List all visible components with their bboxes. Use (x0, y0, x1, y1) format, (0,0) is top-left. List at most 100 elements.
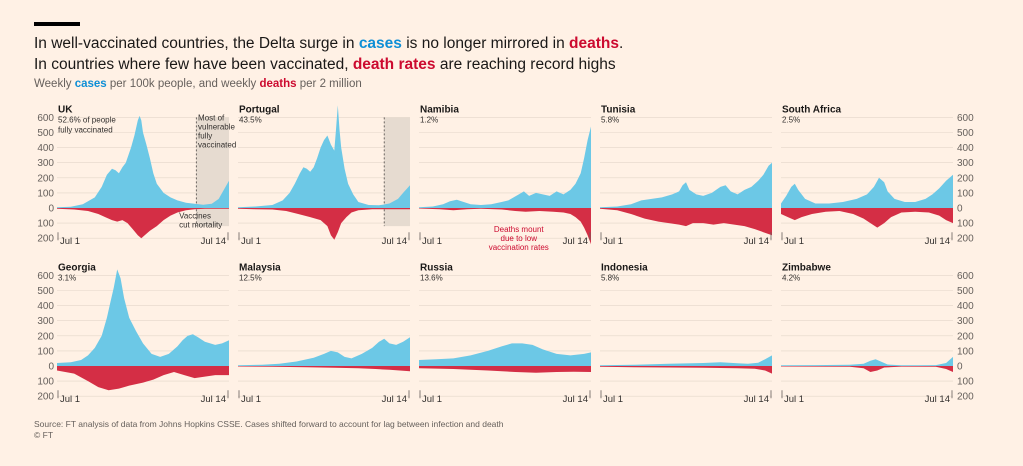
y-tick-label: 0 (48, 362, 54, 373)
y-tick-label: 400 (957, 143, 974, 154)
y-tick-label: 200 (37, 392, 54, 403)
y-tick-label: 600 (37, 113, 54, 124)
source-note: Source: FT analysis of data from Johns H… (34, 419, 504, 429)
vaccinated-shade (384, 117, 410, 227)
y-tick-label: 200 (957, 331, 974, 342)
chart-title: In well-vaccinated countries, the Delta … (34, 33, 623, 75)
cases-area (781, 174, 953, 208)
cases-area (238, 105, 410, 208)
deaths-area (238, 366, 410, 372)
y-tick-label: 200 (957, 173, 974, 184)
cases-area (419, 343, 591, 366)
deaths-area (57, 208, 229, 239)
y-tick-label: 200 (37, 234, 54, 245)
annotation-text: due to low (501, 234, 538, 243)
title-cases-word: cases (358, 35, 402, 52)
y-tick-label: 100 (957, 188, 974, 199)
cases-area (781, 356, 953, 366)
y-tick-label: 600 (957, 113, 974, 124)
y-tick-label: 0 (957, 362, 963, 373)
panel-country-label: Tunisia (601, 104, 636, 115)
y-tick-label: 500 (37, 286, 54, 297)
x-tick-label: Jul 14 (744, 394, 769, 405)
annotation-text: vaccination rates (489, 243, 549, 252)
y-tick-label: 500 (957, 286, 974, 297)
cases-area (238, 337, 410, 366)
x-tick-label: Jul 1 (60, 236, 80, 247)
y-tick-label: 100 (37, 377, 54, 388)
panel-vaccinated-label: 5.8% (601, 115, 619, 124)
panel-country-label: South Africa (782, 104, 842, 115)
deaths-area (781, 366, 953, 372)
panel-vaccinated-label: 43.5% (239, 115, 262, 124)
deaths-area (57, 366, 229, 391)
y-tick-label: 200 (37, 173, 54, 184)
cases-area (600, 355, 772, 366)
ft-credit: © FT (34, 430, 54, 440)
cases-area (57, 115, 229, 208)
x-tick-label: Jul 1 (422, 394, 442, 405)
x-tick-label: Jul 14 (563, 236, 588, 247)
deaths-area (419, 208, 591, 245)
panel-vaccinated-label: 2.5% (782, 115, 800, 124)
y-tick-label: 0 (957, 204, 963, 215)
annotation-text: Most of (198, 113, 225, 122)
annotation-text: vaccinated (198, 140, 236, 149)
y-tick-label: 0 (48, 204, 54, 215)
annotation-text: Vaccines (179, 212, 211, 221)
deaths-area (600, 208, 772, 236)
x-tick-label: Jul 14 (744, 236, 769, 247)
y-tick-label: 100 (37, 346, 54, 357)
y-tick-label: 300 (957, 158, 974, 169)
panel-country-label: Indonesia (601, 262, 648, 273)
panel-vaccinated-label: 13.6% (420, 273, 443, 282)
y-tick-label: 200 (957, 234, 974, 245)
x-tick-label: Jul 1 (422, 236, 442, 247)
x-tick-label: Jul 14 (925, 394, 950, 405)
x-tick-label: Jul 14 (925, 236, 950, 247)
cases-area (419, 126, 591, 208)
panel-vaccinated-label: 52.6% of people (58, 115, 116, 124)
footer: Source: FT analysis of data from Johns H… (34, 419, 503, 441)
deaths-area (600, 366, 772, 374)
y-tick-label: 500 (957, 128, 974, 139)
panel-vaccinated-label: 4.2% (782, 273, 800, 282)
x-tick-label: Jul 14 (382, 394, 407, 405)
y-tick-label: 400 (37, 301, 54, 312)
y-tick-label: 500 (37, 128, 54, 139)
panel-vaccinated-label: 5.8% (601, 273, 619, 282)
panel-country-label: Malaysia (239, 262, 281, 273)
title-deaths-word: deaths (569, 35, 620, 52)
panel-vaccinated-label: fully vaccinated (58, 125, 113, 134)
y-tick-label: 200 (37, 331, 54, 342)
x-tick-label: Jul 1 (60, 394, 80, 405)
y-tick-label: 100 (957, 346, 974, 357)
deaths-area (238, 208, 410, 240)
x-tick-label: Jul 1 (603, 394, 623, 405)
x-tick-label: Jul 14 (382, 236, 407, 247)
title-death-rates-word: death rates (352, 56, 436, 73)
y-tick-label: 100 (957, 377, 974, 388)
y-tick-label: 200 (957, 392, 974, 403)
deaths-area (419, 366, 591, 373)
panel-country-label: UK (58, 104, 73, 115)
x-tick-label: Jul 1 (241, 236, 261, 247)
panel-country-label: Namibia (420, 104, 459, 115)
x-tick-label: Jul 1 (241, 394, 261, 405)
x-tick-label: Jul 1 (603, 236, 623, 247)
brand-bar (34, 22, 80, 26)
annotation-text: cut mortality (179, 221, 222, 230)
x-tick-label: Jul 1 (784, 236, 804, 247)
y-tick-label: 600 (37, 271, 54, 282)
panel-country-label: Portugal (239, 104, 280, 115)
y-tick-label: 600 (957, 271, 974, 282)
y-tick-label: 300 (957, 316, 974, 327)
x-tick-label: Jul 14 (563, 394, 588, 405)
y-tick-label: 300 (37, 158, 54, 169)
x-tick-label: Jul 14 (201, 236, 226, 247)
panel-vaccinated-label: 12.5% (239, 273, 262, 282)
deaths-area (781, 208, 953, 228)
y-tick-label: 400 (957, 301, 974, 312)
panel-country-label: Russia (420, 262, 453, 273)
